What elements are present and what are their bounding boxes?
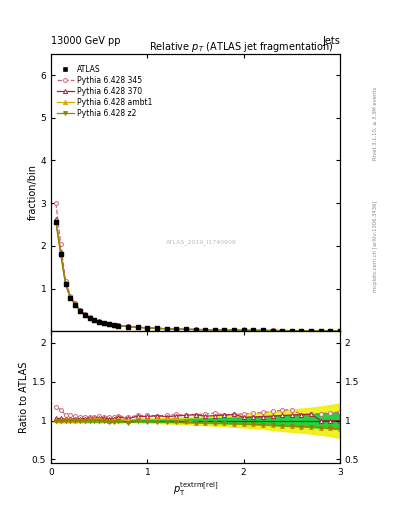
Text: ATLAS_2019_I1740909: ATLAS_2019_I1740909 <box>166 240 237 245</box>
Y-axis label: Ratio to ATLAS: Ratio to ATLAS <box>19 361 29 433</box>
Text: mcplots.cern.ch [arXiv:1306.3436]: mcplots.cern.ch [arXiv:1306.3436] <box>373 200 378 291</box>
Text: Rivet 3.1.10, ≥ 3.3M events: Rivet 3.1.10, ≥ 3.3M events <box>373 86 378 160</box>
X-axis label: $p_{\rm T}^{\rm textrm[rel]}$: $p_{\rm T}^{\rm textrm[rel]}$ <box>173 480 218 498</box>
Text: 13000 GeV pp: 13000 GeV pp <box>51 36 121 46</box>
Text: Relative $p_{T}$ (ATLAS jet fragmentation): Relative $p_{T}$ (ATLAS jet fragmentatio… <box>149 39 334 54</box>
Legend: ATLAS, Pythia 6.428 345, Pythia 6.428 370, Pythia 6.428 ambt1, Pythia 6.428 z2: ATLAS, Pythia 6.428 345, Pythia 6.428 37… <box>54 62 155 121</box>
Text: Jets: Jets <box>322 36 340 46</box>
Y-axis label: fraction/bin: fraction/bin <box>28 164 38 221</box>
